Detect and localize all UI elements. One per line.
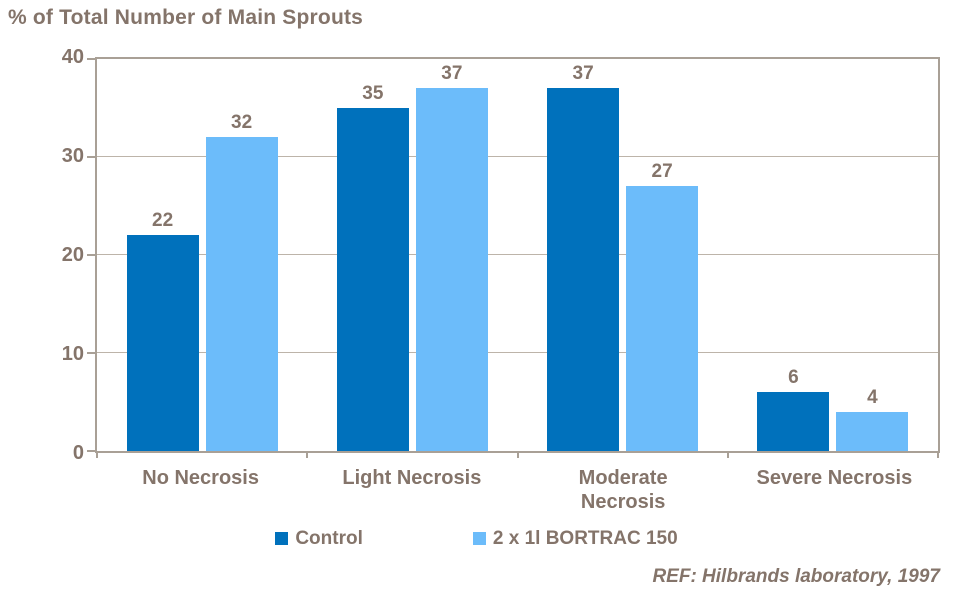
reference-note: REF: Hilbrands laboratory, 1997 <box>652 566 940 587</box>
bar-value-label: 4 <box>867 386 878 408</box>
bar-value-label: 27 <box>651 161 673 183</box>
bar-control <box>757 392 830 451</box>
chart-title: % of Total Number of Main Sprouts <box>8 6 364 29</box>
bar-control <box>336 108 409 451</box>
y-tick-mark <box>87 58 95 60</box>
bar-bortrac <box>626 186 699 451</box>
y-tick-label: 10 <box>61 343 84 365</box>
y-tick-mark <box>87 156 95 158</box>
bar-value-label: 37 <box>572 63 594 85</box>
y-tick-label: 20 <box>61 244 84 266</box>
bar-control <box>547 88 620 451</box>
x-tick-mark <box>306 451 309 458</box>
gridline <box>97 156 938 157</box>
gridline <box>97 352 938 353</box>
y-tick-mark <box>87 254 95 256</box>
bar-control <box>126 235 199 451</box>
bar-group: 22 32 <box>97 59 307 451</box>
bar-group: 35 37 <box>307 59 517 451</box>
legend-item: 2 x 1l BORTRAC 150 <box>472 528 678 549</box>
category-label: Light Necrosis <box>342 467 482 489</box>
bar-wrap: 32 <box>205 59 278 451</box>
bar-wrap: 6 <box>757 59 830 451</box>
y-tick-label: 0 <box>72 442 84 464</box>
bar-value-label: 32 <box>231 112 253 134</box>
x-tick-mark <box>726 451 729 458</box>
bar-value-label: 35 <box>362 83 384 104</box>
bar-wrap: 4 <box>836 59 909 451</box>
y-tick-mark <box>87 352 95 354</box>
bar-bortrac <box>415 88 488 451</box>
legend-label: Control <box>295 528 363 549</box>
legend: Control 2 x 1l BORTRAC 150 <box>0 529 953 548</box>
bar-bortrac <box>836 411 909 451</box>
bar-value-label: 37 <box>441 63 463 85</box>
bar-wrap: 37 <box>415 59 488 451</box>
bar-wrap: 37 <box>547 59 620 451</box>
bar-value-label: 22 <box>152 210 174 232</box>
bar-wrap: 35 <box>336 59 409 451</box>
category-label: Severe Necrosis <box>756 467 913 489</box>
y-axis: 0 10 20 30 40 <box>0 47 84 463</box>
y-tick-mark <box>87 450 95 452</box>
bar-wrap: 27 <box>626 59 699 451</box>
bar-bortrac <box>205 137 278 451</box>
x-tick-mark <box>96 451 98 458</box>
y-tick-label: 40 <box>61 46 84 68</box>
x-tick-mark <box>516 451 519 458</box>
bar-groups: 22 32 35 37 37 27 6 4 <box>97 59 938 451</box>
bar-group: 37 27 <box>518 59 728 451</box>
legend-swatch <box>275 532 289 545</box>
x-axis: No Necrosis Light Necrosis Moderate Necros… <box>95 466 940 514</box>
bar-wrap: 22 <box>126 59 199 451</box>
plot-area: 22 32 35 37 37 27 6 4 <box>87 57 940 458</box>
x-tick-mark <box>937 451 939 458</box>
y-tick-label: 30 <box>61 145 84 167</box>
legend-swatch <box>472 532 486 545</box>
legend-item: Control <box>275 529 363 548</box>
category-label: No Necrosis <box>142 467 259 489</box>
legend-label: 2 x 1l BORTRAC 150 <box>492 528 678 549</box>
bar-value-label: 6 <box>788 367 799 389</box>
gridline <box>97 254 938 255</box>
category-label: Moderate Necrosis <box>578 467 668 513</box>
